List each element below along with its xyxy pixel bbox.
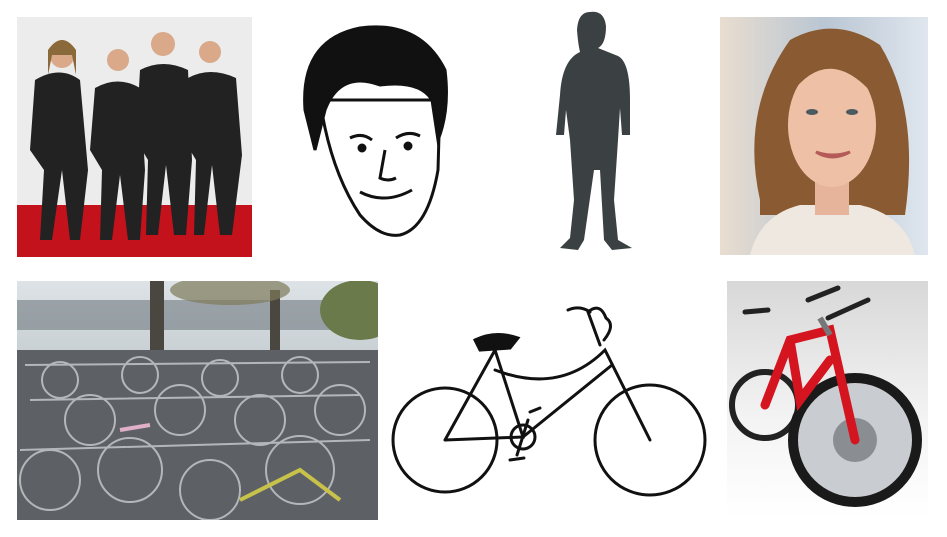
portrait-photo <box>720 17 928 255</box>
ebike-photo <box>727 281 928 518</box>
bikes-photo <box>17 281 378 520</box>
bicycle-drawing <box>391 306 707 497</box>
silhouette <box>556 11 632 251</box>
cartoon-face <box>303 25 448 237</box>
band-photo <box>17 17 252 257</box>
